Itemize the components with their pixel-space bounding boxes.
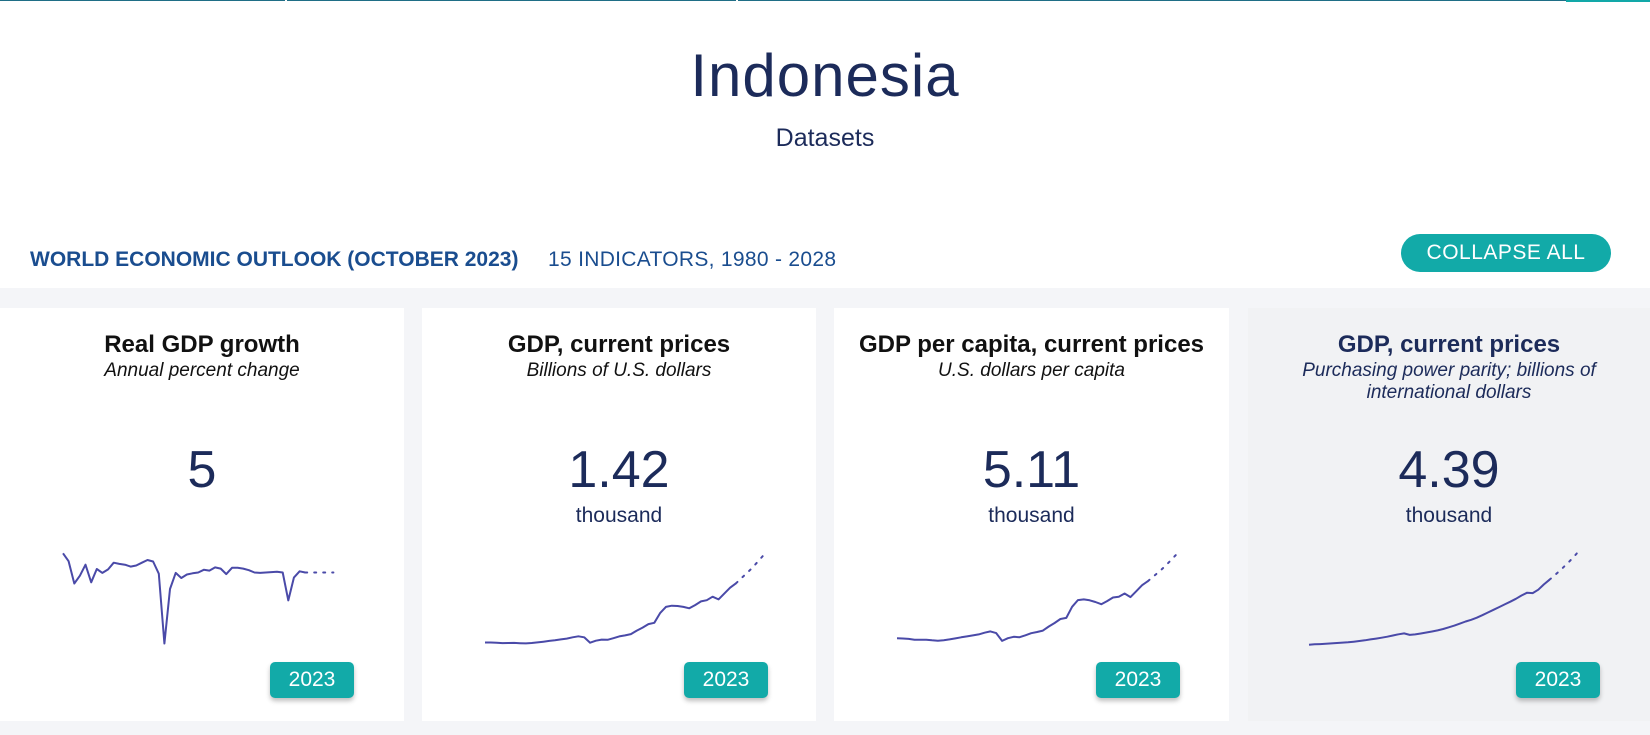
nav-segment xyxy=(287,0,736,1)
card-title: GDP per capita, current prices xyxy=(858,331,1205,358)
card-units: Billions of U.S. dollars xyxy=(526,360,712,381)
card-scale: thousand xyxy=(988,504,1075,527)
sparkline-chart xyxy=(1308,551,1579,646)
sparkline-actual xyxy=(1308,579,1551,646)
sparkline-projection xyxy=(1548,551,1579,581)
sparkline-chart xyxy=(62,552,335,645)
country-header: Indonesia Datasets xyxy=(0,38,1650,153)
sparkline-chart xyxy=(485,552,767,645)
card-value: 1.42 xyxy=(568,441,670,499)
card-value: 5.11 xyxy=(982,441,1081,499)
collapse-all-button[interactable]: COLLAPSE ALL xyxy=(1401,234,1611,272)
nav-segment xyxy=(0,0,285,1)
sparkline-actual xyxy=(485,582,737,645)
sparkline-projection xyxy=(1147,552,1179,583)
indicator-cards: Real GDP growth Annual percent change 5 … xyxy=(0,288,1650,735)
card-value: 5 xyxy=(187,441,217,499)
card-value: 4.39 xyxy=(1398,441,1500,499)
page-subtitle: Datasets xyxy=(775,124,875,152)
dataset-title[interactable]: WORLD ECONOMIC OUTLOOK (OCTOBER 2023) xyxy=(30,248,519,271)
nav-segment xyxy=(738,0,1566,1)
nav-accent xyxy=(1566,0,1650,2)
sparkline-actual xyxy=(896,580,1149,642)
card-scale: thousand xyxy=(575,504,663,527)
year-badge[interactable]: 2023 xyxy=(1096,662,1180,698)
card-units: Annual percent change xyxy=(104,360,300,381)
card-title: Real GDP growth xyxy=(104,331,300,358)
indicator-card-gdp-per-capita[interactable]: GDP per capita, current prices U.S. doll… xyxy=(834,308,1229,721)
top-navigation-bar xyxy=(0,0,1650,2)
year-badge[interactable]: 2023 xyxy=(1516,662,1600,698)
indicator-card-gdp-current-prices[interactable]: GDP, current prices Billions of U.S. dol… xyxy=(422,308,816,721)
sparkline-projection xyxy=(735,552,767,585)
sparkline-actual xyxy=(62,552,306,645)
card-units: U.S. dollars per capita xyxy=(938,360,1125,381)
year-badge[interactable]: 2023 xyxy=(270,662,354,698)
card-scale: thousand xyxy=(1405,504,1493,527)
dataset-meta: 15 INDICATORS, 1980 - 2028 xyxy=(548,248,837,271)
indicator-card-gdp-ppp[interactable]: GDP, current prices Purchasing power par… xyxy=(1248,308,1650,721)
card-title: GDP, current prices xyxy=(507,331,731,358)
dataset-header: WORLD ECONOMIC OUTLOOK (OCTOBER 2023) 15… xyxy=(30,234,1620,290)
indicator-card-real-gdp-growth[interactable]: Real GDP growth Annual percent change 5 … xyxy=(0,308,404,721)
sparkline-chart xyxy=(896,552,1179,642)
page-title: Indonesia xyxy=(690,42,960,109)
card-units: Purchasing power parity; billions of int… xyxy=(1302,360,1596,403)
year-badge[interactable]: 2023 xyxy=(684,662,768,698)
card-title: GDP, current prices xyxy=(1337,331,1561,358)
